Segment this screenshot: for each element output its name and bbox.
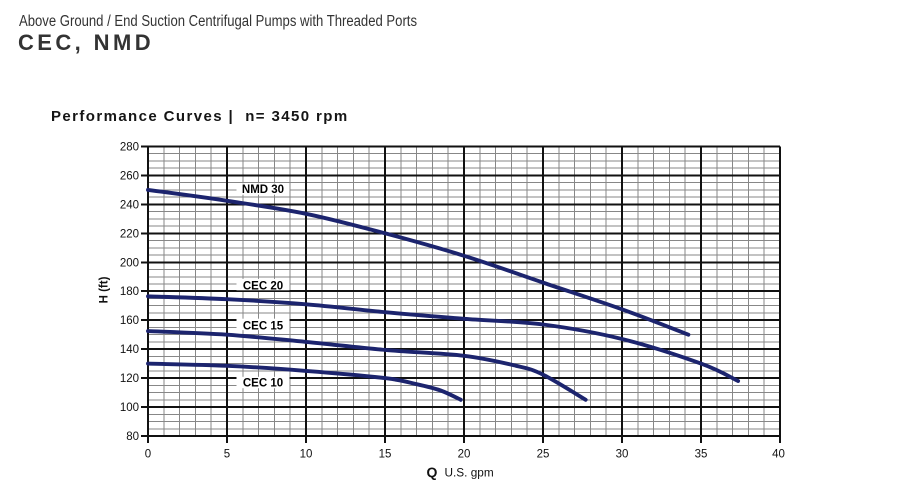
svg-text:200: 200: [120, 257, 139, 269]
svg-text:U.S. gpm: U.S. gpm: [445, 466, 494, 480]
svg-text:20: 20: [458, 449, 471, 461]
svg-text:CEC 15: CEC 15: [243, 320, 284, 332]
svg-text:220: 220: [120, 228, 139, 240]
svg-text:260: 260: [120, 170, 139, 182]
svg-text:100: 100: [120, 402, 139, 414]
svg-text:240: 240: [120, 199, 139, 211]
svg-text:120: 120: [120, 373, 139, 385]
svg-text:10: 10: [300, 449, 313, 461]
svg-text:280: 280: [120, 142, 139, 154]
svg-text:30: 30: [616, 449, 629, 461]
svg-text:35: 35: [695, 449, 708, 461]
svg-text:40: 40: [772, 449, 785, 461]
svg-text:160: 160: [120, 315, 139, 327]
svg-text:80: 80: [126, 431, 139, 443]
svg-text:25: 25: [537, 449, 550, 461]
svg-text:140: 140: [120, 344, 139, 356]
svg-text:NMD 30: NMD 30: [242, 184, 284, 196]
svg-text:15: 15: [379, 449, 392, 461]
svg-text:CEC 10: CEC 10: [243, 378, 283, 390]
svg-text:H (ft): H (ft): [99, 276, 111, 303]
svg-text:180: 180: [120, 286, 139, 298]
svg-text:0: 0: [145, 449, 151, 461]
svg-text:5: 5: [224, 449, 230, 461]
svg-text:Q: Q: [427, 464, 438, 480]
svg-text:CEC 20: CEC 20: [243, 281, 283, 293]
